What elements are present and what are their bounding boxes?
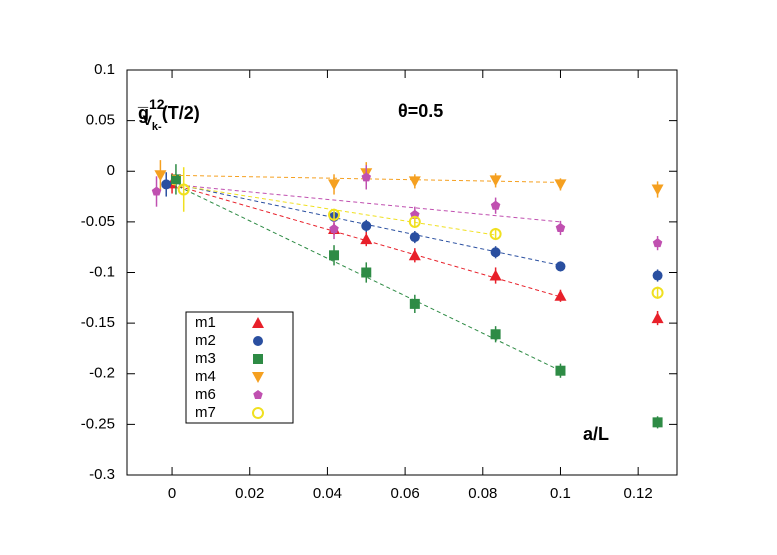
legend-label: m4 <box>195 368 216 385</box>
y-axis-label-part: k- <box>152 121 162 133</box>
x-axis-label: a/L <box>583 424 609 444</box>
marker <box>151 186 162 196</box>
legend-marker <box>253 336 263 346</box>
legend-marker <box>253 354 263 364</box>
annotation: θ=0.5 <box>398 101 443 121</box>
marker <box>408 215 421 228</box>
marker <box>651 312 664 324</box>
marker <box>360 233 373 245</box>
marker <box>329 223 339 234</box>
marker <box>409 298 420 309</box>
marker <box>554 179 567 191</box>
marker <box>161 179 172 190</box>
y-tick-label: 0.1 <box>94 61 115 78</box>
marker <box>328 208 341 221</box>
marker <box>170 174 181 185</box>
marker <box>652 417 663 428</box>
marker <box>328 179 341 191</box>
marker <box>361 172 372 182</box>
x-tick-label: 0.12 <box>624 485 653 502</box>
marker <box>489 228 502 241</box>
legend-label: m6 <box>195 386 216 403</box>
marker <box>154 170 167 182</box>
y-axis-label-part: g̅ <box>137 103 149 123</box>
marker <box>555 261 566 272</box>
marker <box>490 329 501 340</box>
y-axis-label-part: 12 <box>149 96 165 112</box>
legend-marker <box>252 317 264 328</box>
marker <box>490 247 501 258</box>
marker <box>409 232 420 243</box>
y-tick-label: -0.1 <box>89 263 115 280</box>
marker <box>490 200 501 210</box>
y-tick-label: 0.05 <box>86 112 115 129</box>
legend-marker <box>252 407 264 419</box>
marker <box>361 220 372 231</box>
y-tick-label: -0.05 <box>81 213 115 230</box>
y-tick-label: 0 <box>107 162 115 179</box>
marker <box>652 270 663 281</box>
marker <box>489 175 502 187</box>
marker <box>555 365 566 376</box>
x-tick-label: 0.02 <box>235 485 264 502</box>
y-axis-label-part: (T/2) <box>162 103 200 123</box>
fit-line <box>172 183 561 223</box>
marker <box>489 269 502 281</box>
marker <box>177 183 190 196</box>
y-tick-label: -0.15 <box>81 314 115 331</box>
marker <box>651 286 664 299</box>
y-axis-label: g̅12 Vk-(T/2) <box>137 96 200 133</box>
marker <box>361 267 372 278</box>
legend-marker <box>252 372 264 383</box>
x-tick-label: 0.04 <box>313 485 342 502</box>
legend-label: m2 <box>195 332 216 349</box>
legend-marker <box>253 390 263 400</box>
x-tick-label: 0.08 <box>468 485 497 502</box>
marker <box>329 250 340 261</box>
marker <box>408 249 421 261</box>
marker <box>555 222 566 232</box>
y-tick-label: -0.25 <box>81 415 115 432</box>
marker <box>651 184 664 196</box>
legend-box <box>185 311 294 424</box>
x-tick-label: 0.06 <box>391 485 420 502</box>
y-tick-label: -0.3 <box>89 466 115 483</box>
x-tick-label: 0.1 <box>550 485 571 502</box>
marker <box>652 238 663 248</box>
y-tick-label: -0.2 <box>89 365 115 382</box>
legend-label: m7 <box>195 404 216 421</box>
marker <box>554 289 567 301</box>
x-tick-label: 0 <box>168 485 176 502</box>
y-axis-label-part: V <box>143 112 153 128</box>
legend-label: m1 <box>195 314 216 331</box>
marker <box>408 176 421 188</box>
legend-label: m3 <box>195 350 216 367</box>
